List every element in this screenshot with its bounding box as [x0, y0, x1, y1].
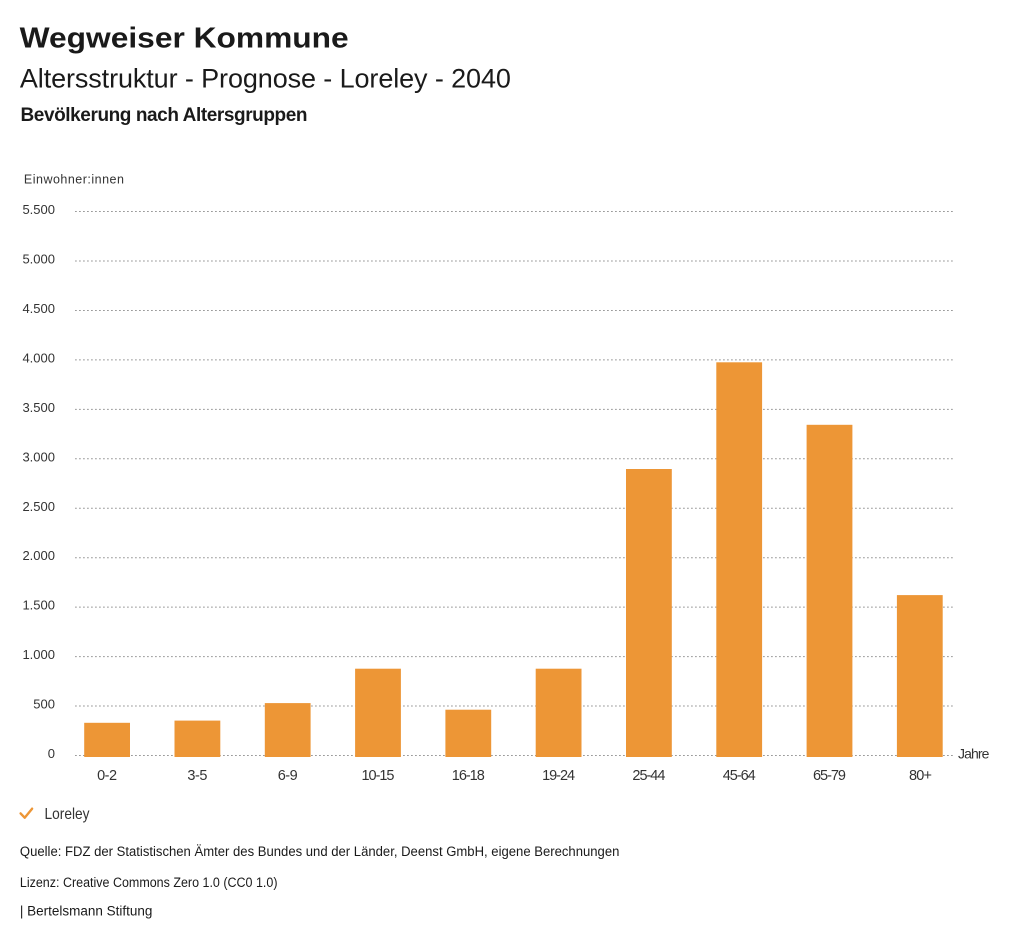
svg-text:45-64: 45-64: [723, 768, 756, 784]
svg-text:5.500: 5.500: [22, 202, 55, 217]
svg-text:Bevölkerung nach Altersgruppen: Bevölkerung nach Altersgruppen: [21, 105, 308, 126]
svg-text:0: 0: [48, 746, 55, 761]
svg-text:3-5: 3-5: [187, 768, 207, 784]
svg-text:| Bertelsmann Stiftung: | Bertelsmann Stiftung: [20, 904, 153, 919]
svg-text:3.500: 3.500: [22, 400, 55, 415]
svg-text:3.000: 3.000: [22, 449, 55, 464]
svg-text:1.500: 1.500: [22, 598, 55, 613]
svg-text:65-79: 65-79: [813, 768, 846, 784]
svg-text:Quelle: FDZ der Statistischen: Quelle: FDZ der Statistischen Ämter des …: [20, 844, 620, 859]
svg-text:Altersstruktur - Prognose - Lo: Altersstruktur - Prognose - Loreley - 20…: [20, 64, 511, 94]
svg-text:Loreley: Loreley: [45, 806, 90, 823]
svg-text:16-18: 16-18: [452, 768, 485, 784]
svg-text:4.500: 4.500: [22, 301, 55, 316]
svg-text:6-9: 6-9: [278, 768, 298, 784]
svg-text:Einwohner:innen: Einwohner:innen: [24, 173, 124, 187]
svg-text:2.000: 2.000: [22, 548, 55, 563]
svg-text:25-44: 25-44: [632, 768, 665, 784]
svg-text:Jahre: Jahre: [958, 746, 990, 762]
svg-text:2.500: 2.500: [22, 499, 55, 514]
svg-text:80+: 80+: [909, 768, 932, 784]
svg-text:4.000: 4.000: [22, 350, 55, 365]
svg-text:5.000: 5.000: [22, 252, 55, 267]
svg-text:Wegweiser Kommune: Wegweiser Kommune: [20, 23, 349, 55]
svg-text:0-2: 0-2: [97, 768, 117, 784]
svg-text:500: 500: [33, 697, 55, 712]
svg-text:10-15: 10-15: [362, 768, 395, 784]
svg-text:Lizenz: Creative Commons Zero: Lizenz: Creative Commons Zero 1.0 (CC0 1…: [20, 875, 278, 890]
svg-text:19-24: 19-24: [542, 768, 575, 784]
svg-text:1.000: 1.000: [22, 647, 55, 662]
